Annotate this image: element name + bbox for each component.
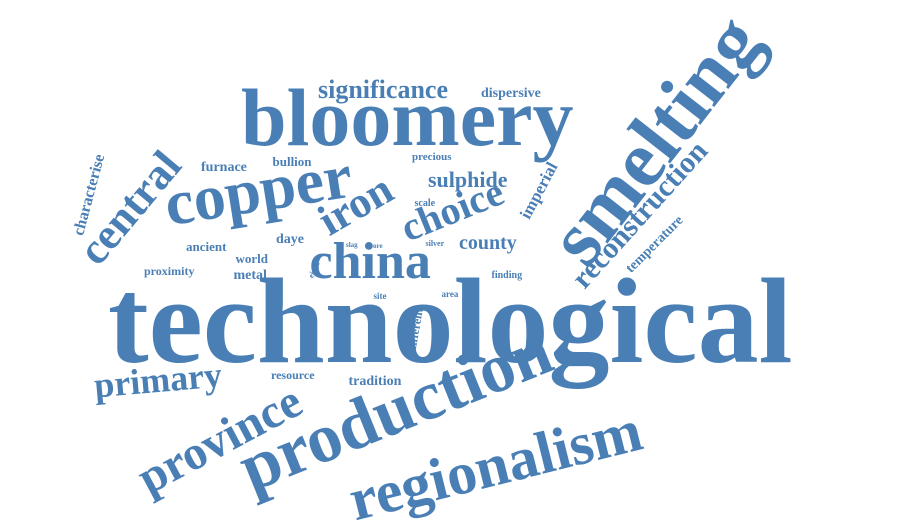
word-world: world [235, 250, 269, 266]
word-furnace: furnace [201, 160, 247, 175]
word-site: site [373, 290, 387, 301]
word-finding: finding [491, 270, 523, 281]
word-tradition: tradition [348, 374, 402, 389]
word-slag: slag [346, 240, 358, 249]
word-bullion: bullion [272, 153, 312, 169]
word-metal: metal [233, 268, 267, 283]
word-scale: scale [414, 198, 436, 209]
word-china: china [309, 233, 431, 290]
word-silver: silver [425, 239, 445, 248]
word-significance: significance [318, 75, 448, 104]
word-bloomery: bloomery [241, 72, 574, 163]
word-technological: technological [108, 254, 793, 389]
word-ore: ore [373, 241, 383, 250]
word-primary: primary [92, 354, 224, 406]
word-area: area [441, 288, 459, 299]
word-dispersive: dispersive [481, 86, 541, 101]
word-proximity: proximity [144, 264, 195, 278]
word-sulphide: sulphide [428, 167, 508, 192]
word-county: county [459, 232, 517, 254]
word-ancient: ancient [186, 238, 227, 254]
word-daye: daye [276, 232, 304, 247]
word-resource: resource [271, 368, 315, 382]
word-precious: precious [412, 150, 452, 163]
